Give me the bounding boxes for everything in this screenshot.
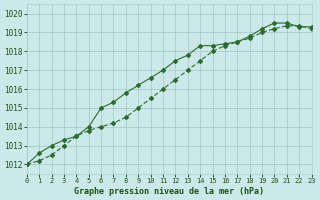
X-axis label: Graphe pression niveau de la mer (hPa): Graphe pression niveau de la mer (hPa) [74, 187, 264, 196]
